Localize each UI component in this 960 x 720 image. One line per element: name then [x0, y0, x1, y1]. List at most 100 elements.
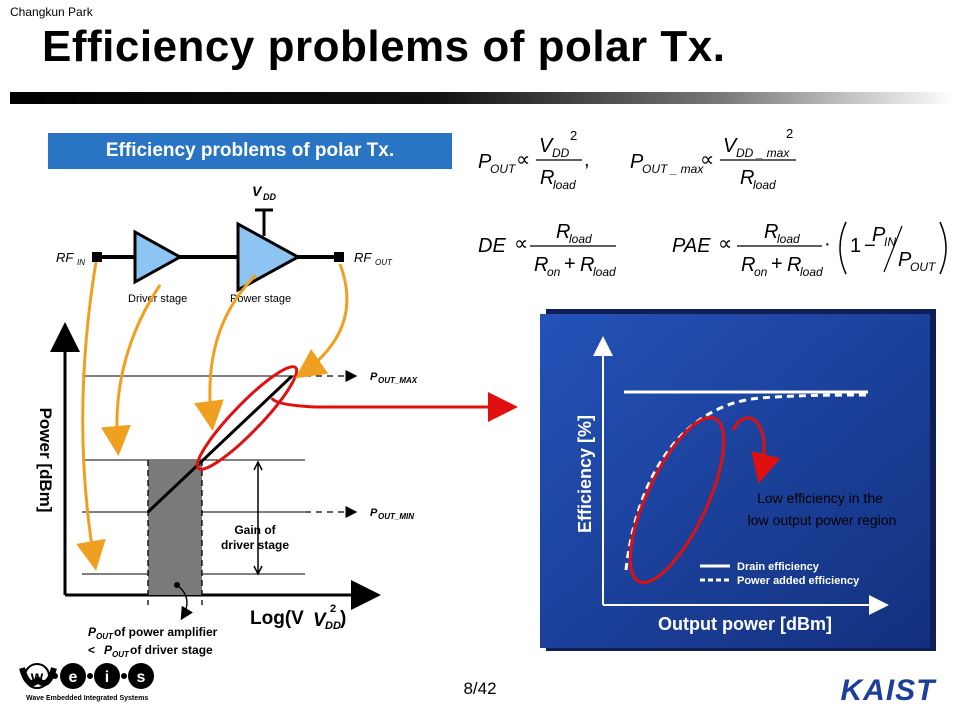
eq-rload-sub-3: load — [569, 232, 592, 246]
eq-slash — [883, 225, 903, 273]
eq-dot: · — [824, 233, 831, 255]
equation-pout-max: P OUT _ max ∝ V DD _ max 2 R load — [630, 126, 796, 192]
kaist-logo: KAIST — [841, 674, 938, 707]
mapping-curve-rfin — [76, 261, 106, 571]
gain-label-line2: driver stage — [221, 538, 289, 552]
eq-comma: , — [584, 149, 590, 171]
author-name: Changkun Park — [10, 5, 93, 19]
driver-amplifier — [133, 229, 184, 285]
link-arrow — [270, 392, 518, 422]
note-line2-p: P — [104, 643, 113, 657]
panel-background — [540, 314, 930, 648]
mapping-curve-rfout — [295, 263, 349, 379]
pout-min-label: P — [370, 507, 378, 519]
equation-pout: P OUT ∝ V DD 2 R load , — [478, 128, 590, 192]
eq-vdd-sub-2: DD _ max — [736, 146, 790, 160]
equation-pae: PAE ∝ R load R on + R load · 1 − P IN P … — [672, 221, 947, 279]
eq-vdd-2: V — [723, 135, 738, 157]
power-plot-x-label-sub: DD — [325, 620, 341, 632]
annotation-line2: low output power region — [748, 512, 897, 528]
eq-square-2: 2 — [786, 126, 793, 141]
eq-ron-2: R — [741, 254, 755, 276]
eq-rload-sub-1: load — [553, 178, 576, 192]
eq-rload-4: R — [580, 254, 594, 276]
power-plot-y-label: Power [dBm] — [36, 408, 55, 513]
pout-min-label-sub: OUT_MIN — [378, 512, 414, 521]
eq-rload-sub-2: load — [753, 178, 776, 192]
eq-vdd-sub-1: DD — [552, 146, 570, 160]
eq-rload-sub-4: load — [593, 265, 616, 279]
circuit-diagram: V DD RF IN RF OUT Driver stage Power sta… — [56, 183, 393, 305]
eq-pout-denom-sub: OUT — [910, 260, 937, 274]
rf-in-terminal — [92, 252, 102, 262]
weis-logo-dot-1 — [52, 673, 58, 679]
low-efficiency-pointer — [731, 416, 781, 484]
rf-out-label: RF — [354, 250, 372, 265]
eq-ron-1: R — [534, 254, 548, 276]
legend-pae-label: Power added efficiency — [737, 575, 860, 587]
eq-prop-1: ∝ — [516, 149, 530, 171]
weis-logo-circle-s — [128, 663, 154, 689]
eq-pae-symbol: PAE — [672, 235, 711, 257]
power-plot: P OUT_MAX P OUT_MIN Gain of driver stage… — [36, 322, 418, 659]
vdd-label-sub: DD — [263, 192, 276, 202]
section-title-box: Efficiency problems of polar Tx. — [48, 133, 452, 169]
eq-paren-left — [839, 221, 847, 275]
eq-ron-sub-2: on — [754, 265, 768, 279]
weis-logo-letter-s: s — [137, 669, 146, 686]
weis-logo-circle-e — [60, 663, 86, 689]
note-line2-sub: OUT — [112, 650, 130, 659]
rf-out-label-sub: OUT — [375, 258, 393, 267]
weis-logo-tagline: Wave Embedded Integrated Systems — [26, 695, 148, 702]
weis-logo-letter-i: i — [105, 669, 109, 686]
eq-one: 1 — [850, 235, 861, 257]
rf-in-label-sub: IN — [77, 258, 85, 267]
weis-logo-dot-2 — [87, 673, 93, 679]
eq-rload-sub-5: load — [777, 232, 800, 246]
driver-range-box — [148, 460, 202, 595]
low-efficiency-ellipse — [628, 415, 726, 585]
eq-plus-1: + — [564, 253, 576, 275]
power-plot-x-label: Log(V — [250, 608, 304, 629]
gain-span-arrowheads — [253, 460, 263, 576]
eq-de-symbol: DE — [478, 235, 506, 257]
note-line2-rest: of driver stage — [130, 643, 213, 657]
eq-pin-sub: IN — [884, 235, 896, 249]
legend-drain-label: Drain efficiency — [737, 561, 820, 573]
efficiency-panel: Efficiency [%] Output power [dBm] Low ef… — [540, 309, 936, 651]
note-line1-rest: of power amplifier — [114, 625, 218, 639]
eq-pout-symbol: P — [478, 151, 492, 173]
eq-prop-3: ∝ — [514, 233, 528, 255]
annotation-line1: Low efficiency in the — [757, 490, 883, 506]
weis-logo-letter-w: w — [30, 669, 44, 686]
eq-rload-6: R — [787, 254, 801, 276]
power-stage-label: Power stage — [230, 293, 291, 305]
eq-pmax-sub: OUT _ max — [642, 162, 704, 176]
note-line1-sub: OUT — [96, 632, 114, 641]
slide-title: Efficiency problems of polar Tx. — [42, 22, 726, 71]
eq-paren-right — [939, 221, 947, 275]
eq-pmax-symbol: P — [630, 151, 644, 173]
page-number: 8/42 — [463, 679, 496, 698]
eq-pout-denom: P — [898, 249, 912, 271]
pout-max-label: P — [370, 371, 378, 383]
power-plot-x-label-sup: 2 — [330, 603, 336, 615]
power-plot-x-label-close: ) — [340, 608, 346, 629]
eq-rload-sub-6: load — [800, 265, 823, 279]
equation-de: DE ∝ R load R on + R load — [478, 221, 616, 279]
weis-logo-circle-w — [24, 663, 50, 689]
eq-pin: P — [872, 224, 886, 246]
kaist-logo-text: KAIST — [841, 674, 938, 707]
eq-prop-4: ∝ — [718, 233, 732, 255]
eq-square-1: 2 — [570, 128, 577, 143]
vdd-label: V — [252, 183, 263, 199]
eq-rload-5: R — [764, 221, 778, 243]
mapping-curve-power — [194, 273, 258, 431]
rf-out-terminal — [334, 252, 344, 262]
note-line1-p: P — [88, 625, 97, 639]
eff-plot-x-label: Output power [dBm] — [658, 614, 832, 634]
power-amplifier — [236, 221, 302, 293]
eq-rload-1: R — [540, 167, 554, 189]
weis-logo: w e i s Wave Embedded Integrated Systems — [19, 663, 154, 702]
